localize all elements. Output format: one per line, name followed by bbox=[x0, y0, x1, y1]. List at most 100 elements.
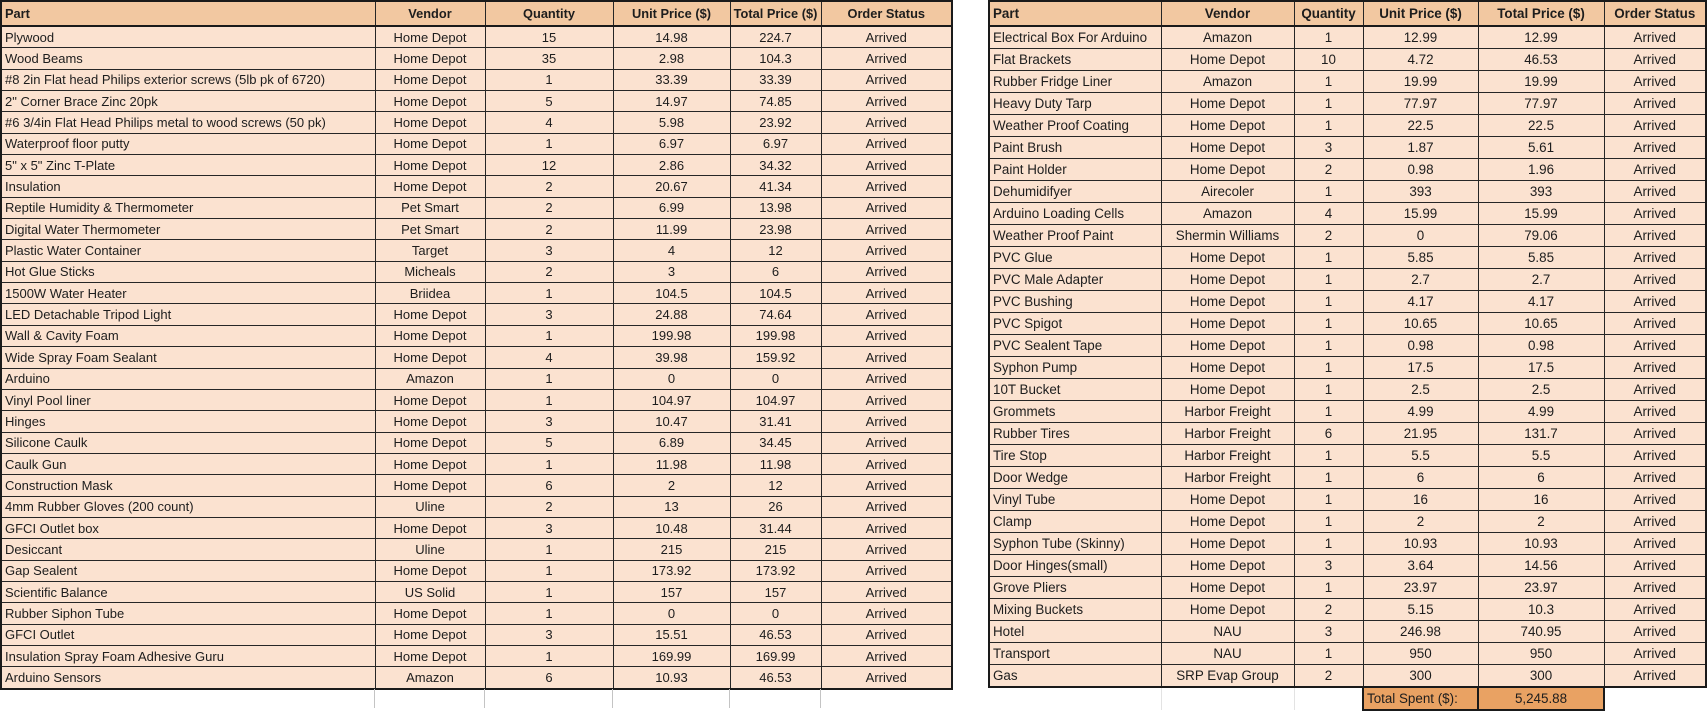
cell-total-price[interactable]: 2 bbox=[1477, 510, 1605, 533]
cell-order-status[interactable]: Arrived bbox=[820, 282, 953, 305]
cell-order-status[interactable]: Arrived bbox=[820, 602, 953, 625]
cell-vendor[interactable]: Amazon bbox=[374, 666, 486, 690]
cell-order-status[interactable]: Arrived bbox=[1603, 554, 1707, 577]
cell-part[interactable]: Arduino Sensors bbox=[0, 666, 376, 690]
cell-order-status[interactable]: Arrived bbox=[820, 410, 953, 433]
cell-vendor[interactable]: Home Depot bbox=[374, 644, 486, 668]
cell-unit-price[interactable]: 10.93 bbox=[612, 666, 731, 690]
cell-quantity[interactable]: 1 bbox=[1293, 510, 1364, 533]
cell-total-price[interactable]: 10.3 bbox=[1477, 598, 1605, 621]
cell-vendor[interactable]: Home Depot bbox=[1160, 48, 1295, 71]
cell-order-status[interactable]: Arrived bbox=[1603, 202, 1707, 225]
cell-vendor[interactable]: Home Depot bbox=[1160, 246, 1295, 269]
cell-vendor[interactable]: SRP Evap Group bbox=[1160, 664, 1295, 688]
cell-quantity[interactable]: 6 bbox=[484, 474, 614, 497]
cell-order-status[interactable]: Arrived bbox=[1603, 378, 1707, 401]
cell-vendor[interactable]: Home Depot bbox=[374, 431, 486, 454]
cell-vendor[interactable]: Shermin Williams bbox=[1160, 224, 1295, 247]
cell-unit-price[interactable]: 300 bbox=[1362, 664, 1479, 688]
cell-order-status[interactable]: Arrived bbox=[1603, 180, 1707, 203]
cell-quantity[interactable]: 1 bbox=[1293, 334, 1364, 357]
cell-unit-price[interactable]: 11.99 bbox=[612, 218, 731, 241]
cell-order-status[interactable]: Arrived bbox=[1603, 290, 1707, 313]
cell-vendor[interactable]: Home Depot bbox=[1160, 290, 1295, 313]
cell-vendor[interactable]: Amazon bbox=[1160, 70, 1295, 93]
cell-quantity[interactable]: 1 bbox=[1293, 642, 1364, 665]
cell-unit-price[interactable]: 4 bbox=[612, 239, 731, 262]
cell-total-price[interactable]: 199.98 bbox=[729, 324, 822, 348]
cell-total-price[interactable]: 34.32 bbox=[729, 154, 822, 177]
cell-part[interactable]: Vinyl Tube bbox=[988, 488, 1162, 511]
cell-total-price[interactable]: 104.3 bbox=[729, 47, 822, 70]
cell-order-status[interactable]: Arrived bbox=[820, 111, 953, 134]
cell-order-status[interactable]: Arrived bbox=[1603, 422, 1707, 445]
cell-total-price[interactable]: 23.92 bbox=[729, 111, 822, 134]
cell-order-status[interactable]: Arrived bbox=[820, 452, 953, 476]
cell-quantity[interactable]: 3 bbox=[484, 239, 614, 262]
cell-order-status[interactable]: Arrived bbox=[820, 388, 953, 412]
cell-order-status[interactable]: Arrived bbox=[820, 175, 953, 198]
cell-unit-price[interactable]: 0 bbox=[612, 602, 731, 625]
cell-total-price[interactable]: 46.53 bbox=[729, 623, 822, 646]
cell-unit-price[interactable]: 0 bbox=[1362, 224, 1479, 247]
cell-unit-price[interactable]: 23.97 bbox=[1362, 576, 1479, 599]
cell-part[interactable]: Plastic Water Container bbox=[0, 239, 376, 262]
cell-order-status[interactable]: Arrived bbox=[820, 623, 953, 646]
cell-unit-price[interactable]: 5.98 bbox=[612, 111, 731, 134]
cell-total-price[interactable]: 159.92 bbox=[729, 346, 822, 369]
cell-unit-price[interactable]: 10.93 bbox=[1362, 532, 1479, 555]
cell-unit-price[interactable]: 10.47 bbox=[612, 410, 731, 433]
cell-total-price[interactable]: 6.97 bbox=[729, 132, 822, 156]
cell-total-price[interactable]: 22.5 bbox=[1477, 114, 1605, 137]
cell-quantity[interactable]: 1 bbox=[1293, 180, 1364, 203]
cell-total-price[interactable]: 300 bbox=[1477, 664, 1605, 688]
cell-part[interactable]: 10T Bucket bbox=[988, 378, 1162, 401]
cell-part[interactable]: Rubber Tires bbox=[988, 422, 1162, 445]
cell-part[interactable]: Hot Glue Sticks bbox=[0, 260, 376, 284]
cell-unit-price[interactable]: 157 bbox=[612, 580, 731, 604]
cell-total-price[interactable]: 23.98 bbox=[729, 218, 822, 241]
cell-vendor[interactable]: Home Depot bbox=[1160, 488, 1295, 511]
cell-order-status[interactable]: Arrived bbox=[820, 495, 953, 518]
cell-quantity[interactable]: 1 bbox=[484, 282, 614, 305]
cell-unit-price[interactable]: 20.67 bbox=[612, 175, 731, 198]
cell-order-status[interactable]: Arrived bbox=[820, 538, 953, 561]
cell-total-price[interactable]: 15.99 bbox=[1477, 202, 1605, 225]
cell-total-price[interactable]: 23.97 bbox=[1477, 576, 1605, 599]
cell-total-price[interactable]: 5.5 bbox=[1477, 444, 1605, 467]
cell-total-price[interactable]: 0.98 bbox=[1477, 334, 1605, 357]
cell-quantity[interactable]: 1 bbox=[1293, 400, 1364, 423]
cell-part[interactable]: Tire Stop bbox=[988, 444, 1162, 467]
cell-quantity[interactable]: 1 bbox=[1293, 488, 1364, 511]
cell-quantity[interactable]: 1 bbox=[1293, 466, 1364, 489]
cell-total-price[interactable]: 16 bbox=[1477, 488, 1605, 511]
cell-vendor[interactable]: Home Depot bbox=[374, 90, 486, 113]
cell-vendor[interactable]: Micheals bbox=[374, 260, 486, 284]
cell-quantity[interactable]: 1 bbox=[1293, 290, 1364, 313]
cell-order-status[interactable]: Arrived bbox=[820, 516, 953, 540]
cell-vendor[interactable]: Home Depot bbox=[1160, 136, 1295, 159]
cell-part[interactable]: 2" Corner Brace Zinc 20pk bbox=[0, 90, 376, 113]
cell-order-status[interactable]: Arrived bbox=[1603, 246, 1707, 269]
column-header-unit-price[interactable]: Unit Price ($) bbox=[612, 0, 731, 27]
cell-total-price[interactable]: 10.93 bbox=[1477, 532, 1605, 555]
cell-quantity[interactable]: 1 bbox=[484, 602, 614, 625]
cell-total-price[interactable]: 41.34 bbox=[729, 175, 822, 198]
cell-vendor[interactable]: Uline bbox=[374, 495, 486, 518]
cell-total-price[interactable]: 104.97 bbox=[729, 388, 822, 412]
cell-unit-price[interactable]: 15.99 bbox=[1362, 202, 1479, 225]
cell-part[interactable]: Electrical Box For Arduino bbox=[988, 25, 1162, 49]
cell-order-status[interactable]: Arrived bbox=[1603, 25, 1707, 49]
cell-order-status[interactable]: Arrived bbox=[1603, 158, 1707, 181]
cell-unit-price[interactable]: 39.98 bbox=[612, 346, 731, 369]
cell-total-price[interactable]: 11.98 bbox=[729, 452, 822, 476]
cell-order-status[interactable]: Arrived bbox=[820, 324, 953, 348]
cell-quantity[interactable]: 35 bbox=[484, 47, 614, 70]
cell-part[interactable]: Clamp bbox=[988, 510, 1162, 533]
cell-vendor[interactable]: Home Depot bbox=[374, 388, 486, 412]
cell-order-status[interactable]: Arrived bbox=[820, 239, 953, 262]
cell-quantity[interactable]: 2 bbox=[484, 196, 614, 220]
cell-part[interactable]: Insulation bbox=[0, 175, 376, 198]
cell-unit-price[interactable]: 10.65 bbox=[1362, 312, 1479, 335]
cell-part[interactable]: Silicone Caulk bbox=[0, 431, 376, 454]
